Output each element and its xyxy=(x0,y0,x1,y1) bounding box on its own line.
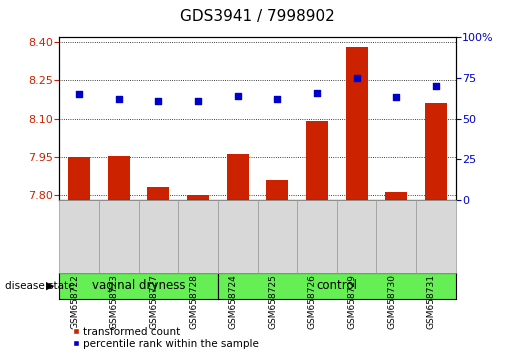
Bar xyxy=(425,103,447,200)
Text: GSM658731: GSM658731 xyxy=(427,274,436,329)
Bar xyxy=(187,195,209,200)
Bar xyxy=(108,156,130,200)
Text: disease state: disease state xyxy=(5,281,75,291)
Point xyxy=(194,98,202,103)
Text: GSM658724: GSM658724 xyxy=(229,274,238,329)
Bar xyxy=(385,192,407,200)
Text: GSM658729: GSM658729 xyxy=(348,274,356,329)
Text: GDS3941 / 7998902: GDS3941 / 7998902 xyxy=(180,9,335,24)
Point xyxy=(154,98,163,103)
Text: GSM658730: GSM658730 xyxy=(387,274,396,329)
Legend: transformed count, percentile rank within the sample: transformed count, percentile rank withi… xyxy=(72,327,259,349)
Text: vaginal dryness: vaginal dryness xyxy=(92,279,185,292)
Bar xyxy=(346,47,368,200)
Text: GSM658725: GSM658725 xyxy=(268,274,278,329)
Point xyxy=(392,95,401,100)
Text: control: control xyxy=(316,279,357,292)
Bar xyxy=(266,179,288,200)
Text: GSM658722: GSM658722 xyxy=(70,274,79,329)
Bar xyxy=(306,121,328,200)
Text: GSM658726: GSM658726 xyxy=(308,274,317,329)
Point xyxy=(75,91,83,97)
Bar xyxy=(68,157,90,200)
Text: GSM658723: GSM658723 xyxy=(110,274,118,329)
Point xyxy=(432,83,440,89)
Text: GSM658728: GSM658728 xyxy=(189,274,198,329)
Point xyxy=(234,93,242,99)
Point xyxy=(114,96,123,102)
Point xyxy=(273,96,281,102)
Bar xyxy=(147,187,169,200)
Text: ▶: ▶ xyxy=(45,281,54,291)
Text: GSM658727: GSM658727 xyxy=(149,274,159,329)
Bar xyxy=(227,154,249,200)
Point xyxy=(352,75,360,81)
Point xyxy=(313,90,321,95)
